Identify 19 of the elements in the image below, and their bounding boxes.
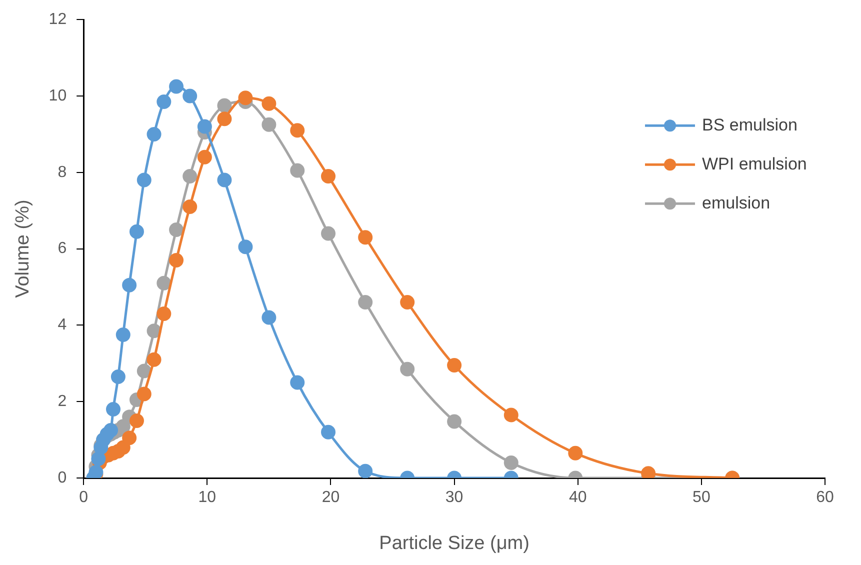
y-tick-label: 10 [48, 87, 67, 104]
x-tick-label: 60 [816, 489, 834, 506]
x-tick-label: 10 [198, 489, 216, 506]
y-tick-label: 8 [58, 164, 67, 181]
y-tick-label: 2 [58, 393, 67, 410]
legend-label: emulsion [702, 193, 770, 212]
x-tick-label: 0 [79, 489, 88, 506]
x-tick-label: 40 [568, 489, 587, 506]
y-tick-label: 0 [58, 469, 67, 486]
legend-label: WPI emulsion [702, 154, 807, 174]
x-tick-label: 20 [322, 489, 340, 506]
y-tick-label: 6 [58, 240, 67, 258]
legend-label: BS emulsion [702, 115, 798, 134]
x-tick-label: 50 [692, 489, 710, 506]
y-axis-title: Volume (%) [12, 200, 34, 298]
y-tick-label: 12 [48, 11, 67, 28]
x-tick-label: 30 [445, 489, 464, 506]
y-tick-label: 4 [58, 316, 67, 334]
x-axis-title: Particle Size (μm) [379, 532, 530, 554]
